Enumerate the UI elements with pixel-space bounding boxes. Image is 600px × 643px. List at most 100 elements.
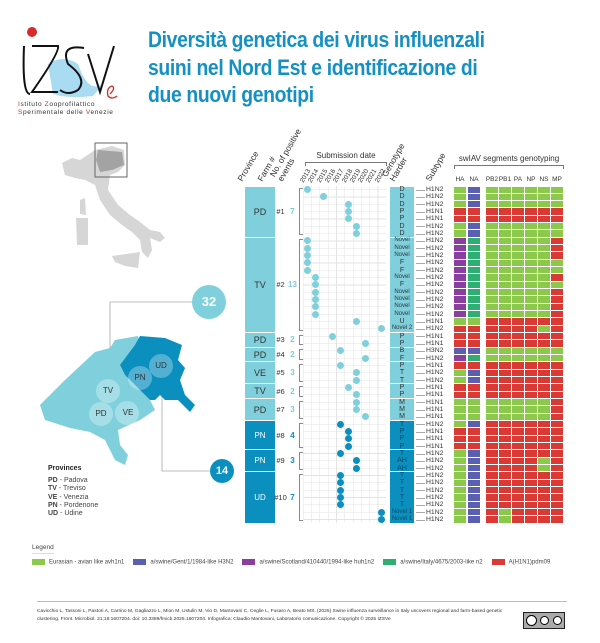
segment-cell-pa bbox=[512, 516, 524, 523]
segment-cell-na bbox=[468, 193, 480, 201]
submission-dot bbox=[345, 215, 353, 223]
segment-cell-na bbox=[468, 377, 480, 384]
subtype-label: H1N1 bbox=[426, 391, 444, 399]
segment-cell-np bbox=[525, 377, 537, 384]
province-box: TV bbox=[245, 384, 275, 399]
segment-cell-pa bbox=[512, 355, 524, 362]
subtype-label: H1N2 bbox=[426, 251, 444, 259]
segment-cell-mp bbox=[551, 399, 563, 406]
segment-cell-pa bbox=[512, 369, 524, 377]
segment-cell-na bbox=[468, 274, 480, 281]
citation: Cavicchio L, Tassoni L, Pastori A, Carri… bbox=[37, 609, 503, 622]
segment-cell-pb2 bbox=[486, 369, 498, 377]
genotype-label: F bbox=[399, 259, 405, 267]
farm-number: #10 bbox=[274, 493, 287, 502]
segment-cell-np bbox=[525, 193, 537, 201]
segment-cell-ha bbox=[454, 494, 466, 501]
segment-cell-np bbox=[525, 443, 537, 450]
submission-dot bbox=[345, 208, 353, 216]
row-connector bbox=[416, 255, 425, 257]
italy-map bbox=[62, 146, 165, 268]
segment-cell-pa bbox=[512, 435, 524, 443]
submission-dot bbox=[353, 398, 361, 406]
genotype-label: Novel 1 bbox=[391, 508, 413, 515]
subtype-label: H1N2 bbox=[426, 493, 444, 501]
subtype-label: H1N2 bbox=[426, 237, 444, 245]
subtype-label: H1N2 bbox=[426, 193, 444, 201]
province-box: PN bbox=[245, 421, 275, 450]
farm-number: #9 bbox=[276, 456, 285, 466]
segment-cell-mp bbox=[551, 215, 563, 223]
row-connector bbox=[416, 446, 425, 447]
subtype-label: H1N1 bbox=[426, 442, 444, 450]
segment-cell-pb2 bbox=[486, 355, 498, 362]
segment-cell-np bbox=[525, 311, 537, 318]
submission-dot bbox=[345, 384, 353, 392]
segment-cell-pb2 bbox=[486, 406, 498, 413]
segment-cell-pb1 bbox=[499, 296, 511, 303]
segment-cell-pb2 bbox=[486, 311, 498, 318]
segment-cell-mp bbox=[551, 281, 563, 289]
segment-cell-pb2 bbox=[486, 435, 498, 443]
segment-cell-np bbox=[525, 186, 537, 193]
subtype-label: H1N2 bbox=[426, 457, 444, 465]
segment-cell-ha bbox=[454, 413, 466, 421]
segment-cell-np bbox=[525, 333, 537, 340]
row-connector bbox=[416, 218, 425, 220]
genotype-label: P bbox=[399, 427, 405, 435]
segment-cell-pb2 bbox=[486, 421, 498, 428]
segment-cell-ha bbox=[454, 333, 466, 340]
segment-cell-mp bbox=[551, 230, 563, 237]
segment-cell-ha bbox=[454, 325, 466, 333]
segments-bracket bbox=[454, 165, 564, 169]
segment-cell-pb1 bbox=[499, 267, 511, 274]
segment-cell-ha bbox=[454, 186, 466, 193]
submission-dot bbox=[378, 325, 386, 333]
row-connector bbox=[416, 328, 425, 330]
segment-header-np: NP bbox=[526, 176, 536, 183]
segment-cell-mp bbox=[551, 457, 563, 465]
segment-cell-ns bbox=[538, 391, 550, 399]
genotype-label: T bbox=[399, 369, 405, 377]
segment-cell-ns bbox=[538, 347, 550, 355]
segment-cell-ns bbox=[538, 494, 550, 501]
segment-cell-pb2 bbox=[486, 362, 498, 369]
footer-divider bbox=[37, 601, 567, 602]
segment-cell-mp bbox=[551, 465, 563, 472]
segment-cell-pa bbox=[512, 252, 524, 259]
segment-cell-pb2 bbox=[486, 479, 498, 487]
province-item: PN - Pordenone bbox=[48, 501, 99, 509]
submission-dot bbox=[311, 296, 319, 304]
segment-cell-ha bbox=[454, 281, 466, 289]
farm-number: #2 bbox=[276, 280, 285, 290]
segment-cell-np bbox=[525, 230, 537, 237]
subtype-label: H1N1 bbox=[426, 332, 444, 340]
segment-cell-mp bbox=[551, 435, 563, 443]
farm-number: #6 bbox=[276, 386, 285, 396]
fvg-total: 14 bbox=[215, 465, 229, 477]
submission-dot bbox=[303, 259, 311, 267]
legend-swatch bbox=[133, 559, 147, 565]
farm-bracket bbox=[299, 334, 303, 346]
genotype-column bbox=[390, 362, 414, 384]
submission-dot bbox=[353, 318, 361, 326]
segment-cell-pb2 bbox=[486, 267, 498, 274]
legend-item: Eurasian - avian like avh1n1 bbox=[32, 559, 124, 566]
genotype-label: P bbox=[399, 391, 405, 399]
segment-cell-ns bbox=[538, 325, 550, 333]
submission-dot bbox=[311, 303, 319, 311]
segment-cell-ns bbox=[538, 223, 550, 230]
subtype-label: H1N2 bbox=[426, 295, 444, 303]
row-connector bbox=[416, 490, 425, 491]
submission-dot bbox=[303, 244, 311, 252]
genotype-label: Novel bbox=[394, 303, 410, 310]
segment-cell-pb1 bbox=[499, 399, 511, 406]
segment-cell-pb1 bbox=[499, 252, 511, 259]
segment-cell-ns bbox=[538, 274, 550, 281]
segment-cell-pb2 bbox=[486, 208, 498, 215]
segment-cell-ns bbox=[538, 472, 550, 479]
segment-cell-np bbox=[525, 245, 537, 252]
genotype-label: P bbox=[399, 207, 405, 215]
segment-cell-na bbox=[468, 208, 480, 215]
legend-item: a/swine/Gent/1/1984-like H3N2 bbox=[133, 559, 233, 566]
